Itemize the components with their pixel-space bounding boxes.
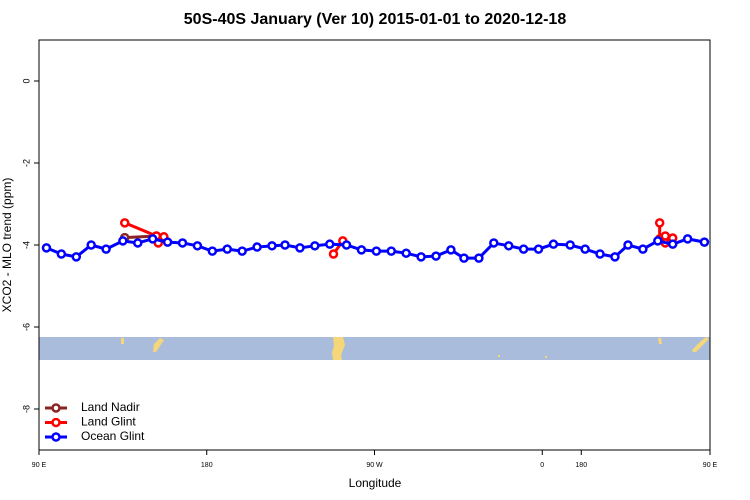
legend-marker <box>51 432 61 442</box>
data-point <box>371 246 382 256</box>
x-axis-label: Longitude <box>349 476 402 490</box>
x-tick-label: 180 <box>575 462 587 469</box>
data-point <box>386 246 397 256</box>
ocean-band <box>39 337 710 360</box>
data-point <box>101 244 111 254</box>
data-point <box>518 244 529 254</box>
chart-title: 50S-40S January (Ver 10) 2015-01-01 to 2… <box>184 11 567 28</box>
data-point <box>416 252 426 262</box>
data-point <box>474 253 484 263</box>
y-tick-label: -8 <box>21 405 31 413</box>
legend-marker <box>51 403 61 413</box>
data-point <box>580 244 590 254</box>
x-tick-label: 0 <box>540 462 544 469</box>
data-point <box>119 218 130 228</box>
data-point <box>86 240 96 250</box>
y-axis-label: XCO2 - MLO trend (ppm) <box>0 178 14 313</box>
x-tick-label: 90 E <box>32 462 47 469</box>
data-point <box>133 238 143 248</box>
data-point <box>328 249 339 259</box>
data-point <box>548 239 559 249</box>
y-tick-label: -4 <box>21 241 31 249</box>
x-tick-label: 90 E <box>703 462 718 469</box>
data-point <box>533 244 544 254</box>
data-point <box>207 246 218 256</box>
legend-label: Ocean Glint <box>81 429 145 443</box>
data-point <box>446 245 456 255</box>
data-point <box>280 240 290 250</box>
data-point <box>56 249 67 259</box>
data-point <box>489 238 499 248</box>
data-point <box>356 245 367 255</box>
data-point <box>222 244 233 254</box>
data-point <box>237 246 247 256</box>
map-strip <box>39 337 710 360</box>
y-tick-label: 0 <box>21 78 31 83</box>
data-point <box>310 241 320 251</box>
data-point <box>610 252 620 262</box>
data-point <box>267 241 277 251</box>
data-point <box>459 253 469 263</box>
data-point <box>565 240 575 250</box>
data-point <box>325 239 335 249</box>
data-point <box>295 243 305 253</box>
data-point <box>252 242 262 252</box>
data-point <box>654 218 665 228</box>
data-point <box>653 236 663 246</box>
data-point <box>41 243 52 253</box>
data-point <box>177 238 188 248</box>
data-point <box>638 244 648 254</box>
data-point <box>699 237 710 247</box>
data-point <box>341 240 352 250</box>
data-point <box>682 234 693 244</box>
data-point <box>162 237 173 247</box>
y-tick-label: -6 <box>21 323 31 331</box>
data-point <box>192 241 203 251</box>
data-point <box>118 236 128 246</box>
legend-label: Land Glint <box>81 415 136 429</box>
data-point <box>667 239 678 249</box>
data-point <box>431 251 441 261</box>
legend-label: Land Nadir <box>81 400 140 414</box>
data-point <box>147 234 158 244</box>
data-point <box>503 241 514 251</box>
x-tick-label: 180 <box>201 462 213 469</box>
data-point <box>71 252 82 262</box>
data-point <box>595 249 605 259</box>
x-tick-label: 90 W <box>366 462 383 469</box>
legend-marker <box>51 417 61 428</box>
data-point <box>401 248 411 258</box>
data-point <box>623 240 633 250</box>
y-tick-label: -2 <box>21 159 31 167</box>
